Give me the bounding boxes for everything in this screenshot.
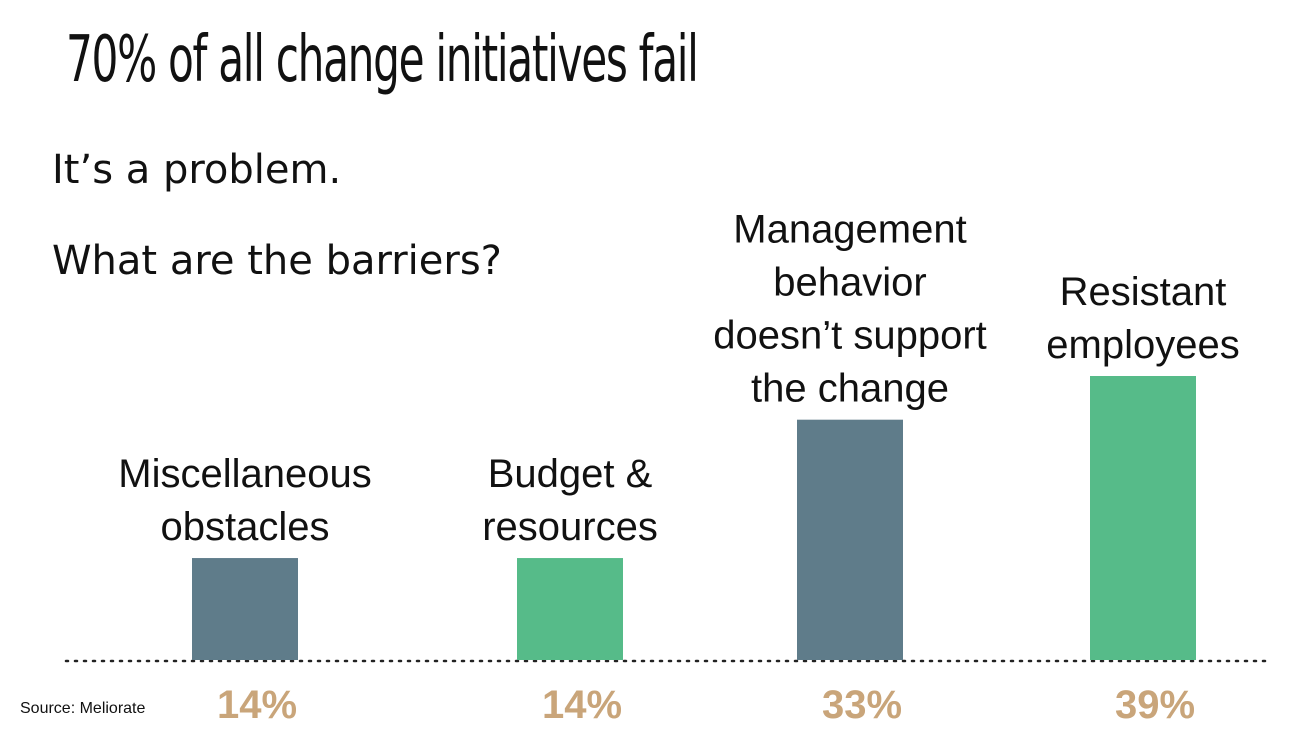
category-label-3: Management behavior doesn’t support the cha… <box>713 208 987 411</box>
bar-3 <box>797 419 903 660</box>
category-label-2: Budget & resources <box>482 452 658 549</box>
bar-2 <box>517 558 623 660</box>
value-label-2: 14% <box>542 683 622 727</box>
subtitle-line-2: What are the barriers? <box>52 238 502 284</box>
bar-4 <box>1090 376 1196 660</box>
value-label-3: 33% <box>822 683 902 727</box>
category-label-1: Miscellaneous obstacles <box>118 452 371 549</box>
value-label-1: 14% <box>217 683 297 727</box>
value-label-4: 39% <box>1115 683 1195 727</box>
chart-title: 70% of all change initiatives fail <box>66 23 699 97</box>
subtitle-line-1: It’s a problem. <box>52 147 342 193</box>
source-note: Source: Meliorate <box>20 700 146 717</box>
category-label-4: Resistant employees <box>1046 270 1239 367</box>
bar-1 <box>192 558 298 660</box>
